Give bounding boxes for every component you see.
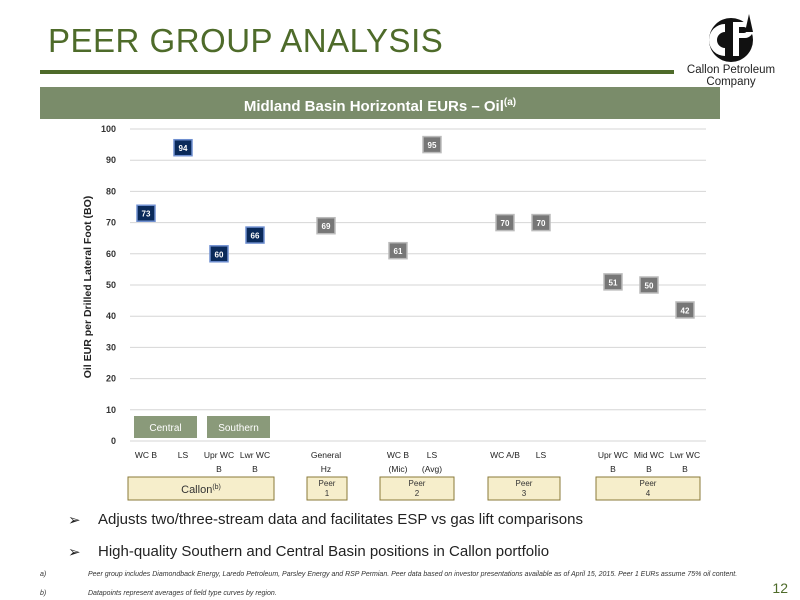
data-point	[136, 204, 156, 222]
y-tick-label: 10	[106, 405, 116, 415]
data-label: 42	[681, 306, 690, 315]
region-label: Central	[149, 423, 181, 434]
data-point	[422, 135, 442, 154]
y-tick-label: 30	[106, 342, 116, 352]
data-label: 73	[142, 210, 151, 219]
x-tick-label: Upr WC	[598, 450, 628, 460]
group-box	[379, 476, 455, 501]
group-label: 4	[646, 489, 651, 498]
data-point	[495, 213, 515, 232]
data-label: 61	[394, 247, 403, 256]
y-tick-label: 100	[101, 124, 116, 134]
x-tick-label: LS	[536, 450, 547, 460]
chart-banner: Midland Basin Horizontal EURs – Oil(a)	[40, 87, 720, 119]
x-tick-label: Lwr WC	[240, 450, 270, 460]
y-tick-label: 20	[106, 374, 116, 384]
x-tick-label: Hz	[321, 464, 331, 474]
group-label: 3	[522, 489, 527, 498]
x-tick-label: LS	[427, 450, 438, 460]
y-tick-label: 0	[111, 436, 116, 446]
data-point	[209, 245, 229, 263]
y-axis-label: Oil EUR per Drilled Lateral Foot (BO)	[82, 196, 94, 379]
data-point	[639, 276, 659, 294]
region-box	[134, 416, 197, 438]
x-tick-label: Upr WC	[204, 450, 234, 460]
arrow-bullet-icon: ➢	[68, 544, 81, 561]
title-divider	[40, 70, 674, 74]
data-point	[316, 216, 336, 235]
x-tick-label: (Avg)	[422, 464, 442, 474]
group-label: 2	[415, 489, 420, 498]
y-tick-label: 90	[106, 155, 116, 165]
x-tick-label: LS	[178, 450, 189, 460]
x-tick-label: Lwr WC	[670, 450, 700, 460]
logo-text: Callon Petroleum Company	[686, 64, 776, 88]
x-tick-label: B	[682, 464, 688, 474]
callon-logo	[709, 14, 753, 62]
x-tick-label: Mid WC	[634, 450, 664, 460]
region-label: Southern	[218, 423, 259, 434]
x-tick-label: B	[646, 464, 652, 474]
group-label: Peer	[516, 479, 533, 488]
x-tick-label: B	[216, 464, 222, 474]
data-point	[603, 273, 623, 291]
page-number: 12	[772, 580, 788, 596]
x-tick-label: WC B	[387, 450, 410, 460]
group-box	[306, 476, 348, 501]
group-label: Peer	[409, 479, 426, 488]
group-box	[595, 476, 701, 501]
y-tick-label: 50	[106, 280, 116, 290]
data-point	[531, 213, 551, 232]
x-tick-label: B	[252, 464, 258, 474]
arrow-bullet-icon: ➢	[68, 512, 81, 529]
data-label: 95	[428, 141, 437, 150]
data-label: 66	[251, 232, 260, 241]
y-tick-label: 80	[106, 186, 116, 196]
group-label: Callon(b)	[181, 484, 221, 496]
data-label: 70	[501, 219, 510, 228]
x-tick-label: WC A/B	[490, 450, 520, 460]
data-label: 51	[609, 278, 618, 287]
group-box	[127, 476, 275, 501]
group-label: 1	[325, 489, 330, 498]
data-label: 94	[179, 144, 188, 153]
y-tick-label: 60	[106, 249, 116, 259]
data-label: 60	[215, 250, 224, 259]
data-label: 69	[322, 222, 331, 231]
group-box	[487, 476, 561, 501]
group-label: Peer	[640, 479, 657, 488]
page-title: PEER GROUP ANALYSIS	[48, 22, 444, 59]
x-tick-label: WC B	[135, 450, 158, 460]
x-tick-label: (Mic)	[389, 464, 408, 474]
data-label: 70	[537, 219, 546, 228]
data-label: 50	[645, 282, 654, 291]
y-tick-label: 70	[106, 218, 116, 228]
group-label: Peer	[319, 479, 336, 488]
y-tick-label: 40	[106, 311, 116, 321]
region-box	[207, 416, 270, 438]
x-tick-label: General	[311, 450, 341, 460]
x-tick-label: B	[610, 464, 616, 474]
data-point	[388, 241, 408, 260]
data-point	[245, 226, 265, 244]
data-point	[173, 138, 193, 157]
data-point	[675, 301, 695, 319]
